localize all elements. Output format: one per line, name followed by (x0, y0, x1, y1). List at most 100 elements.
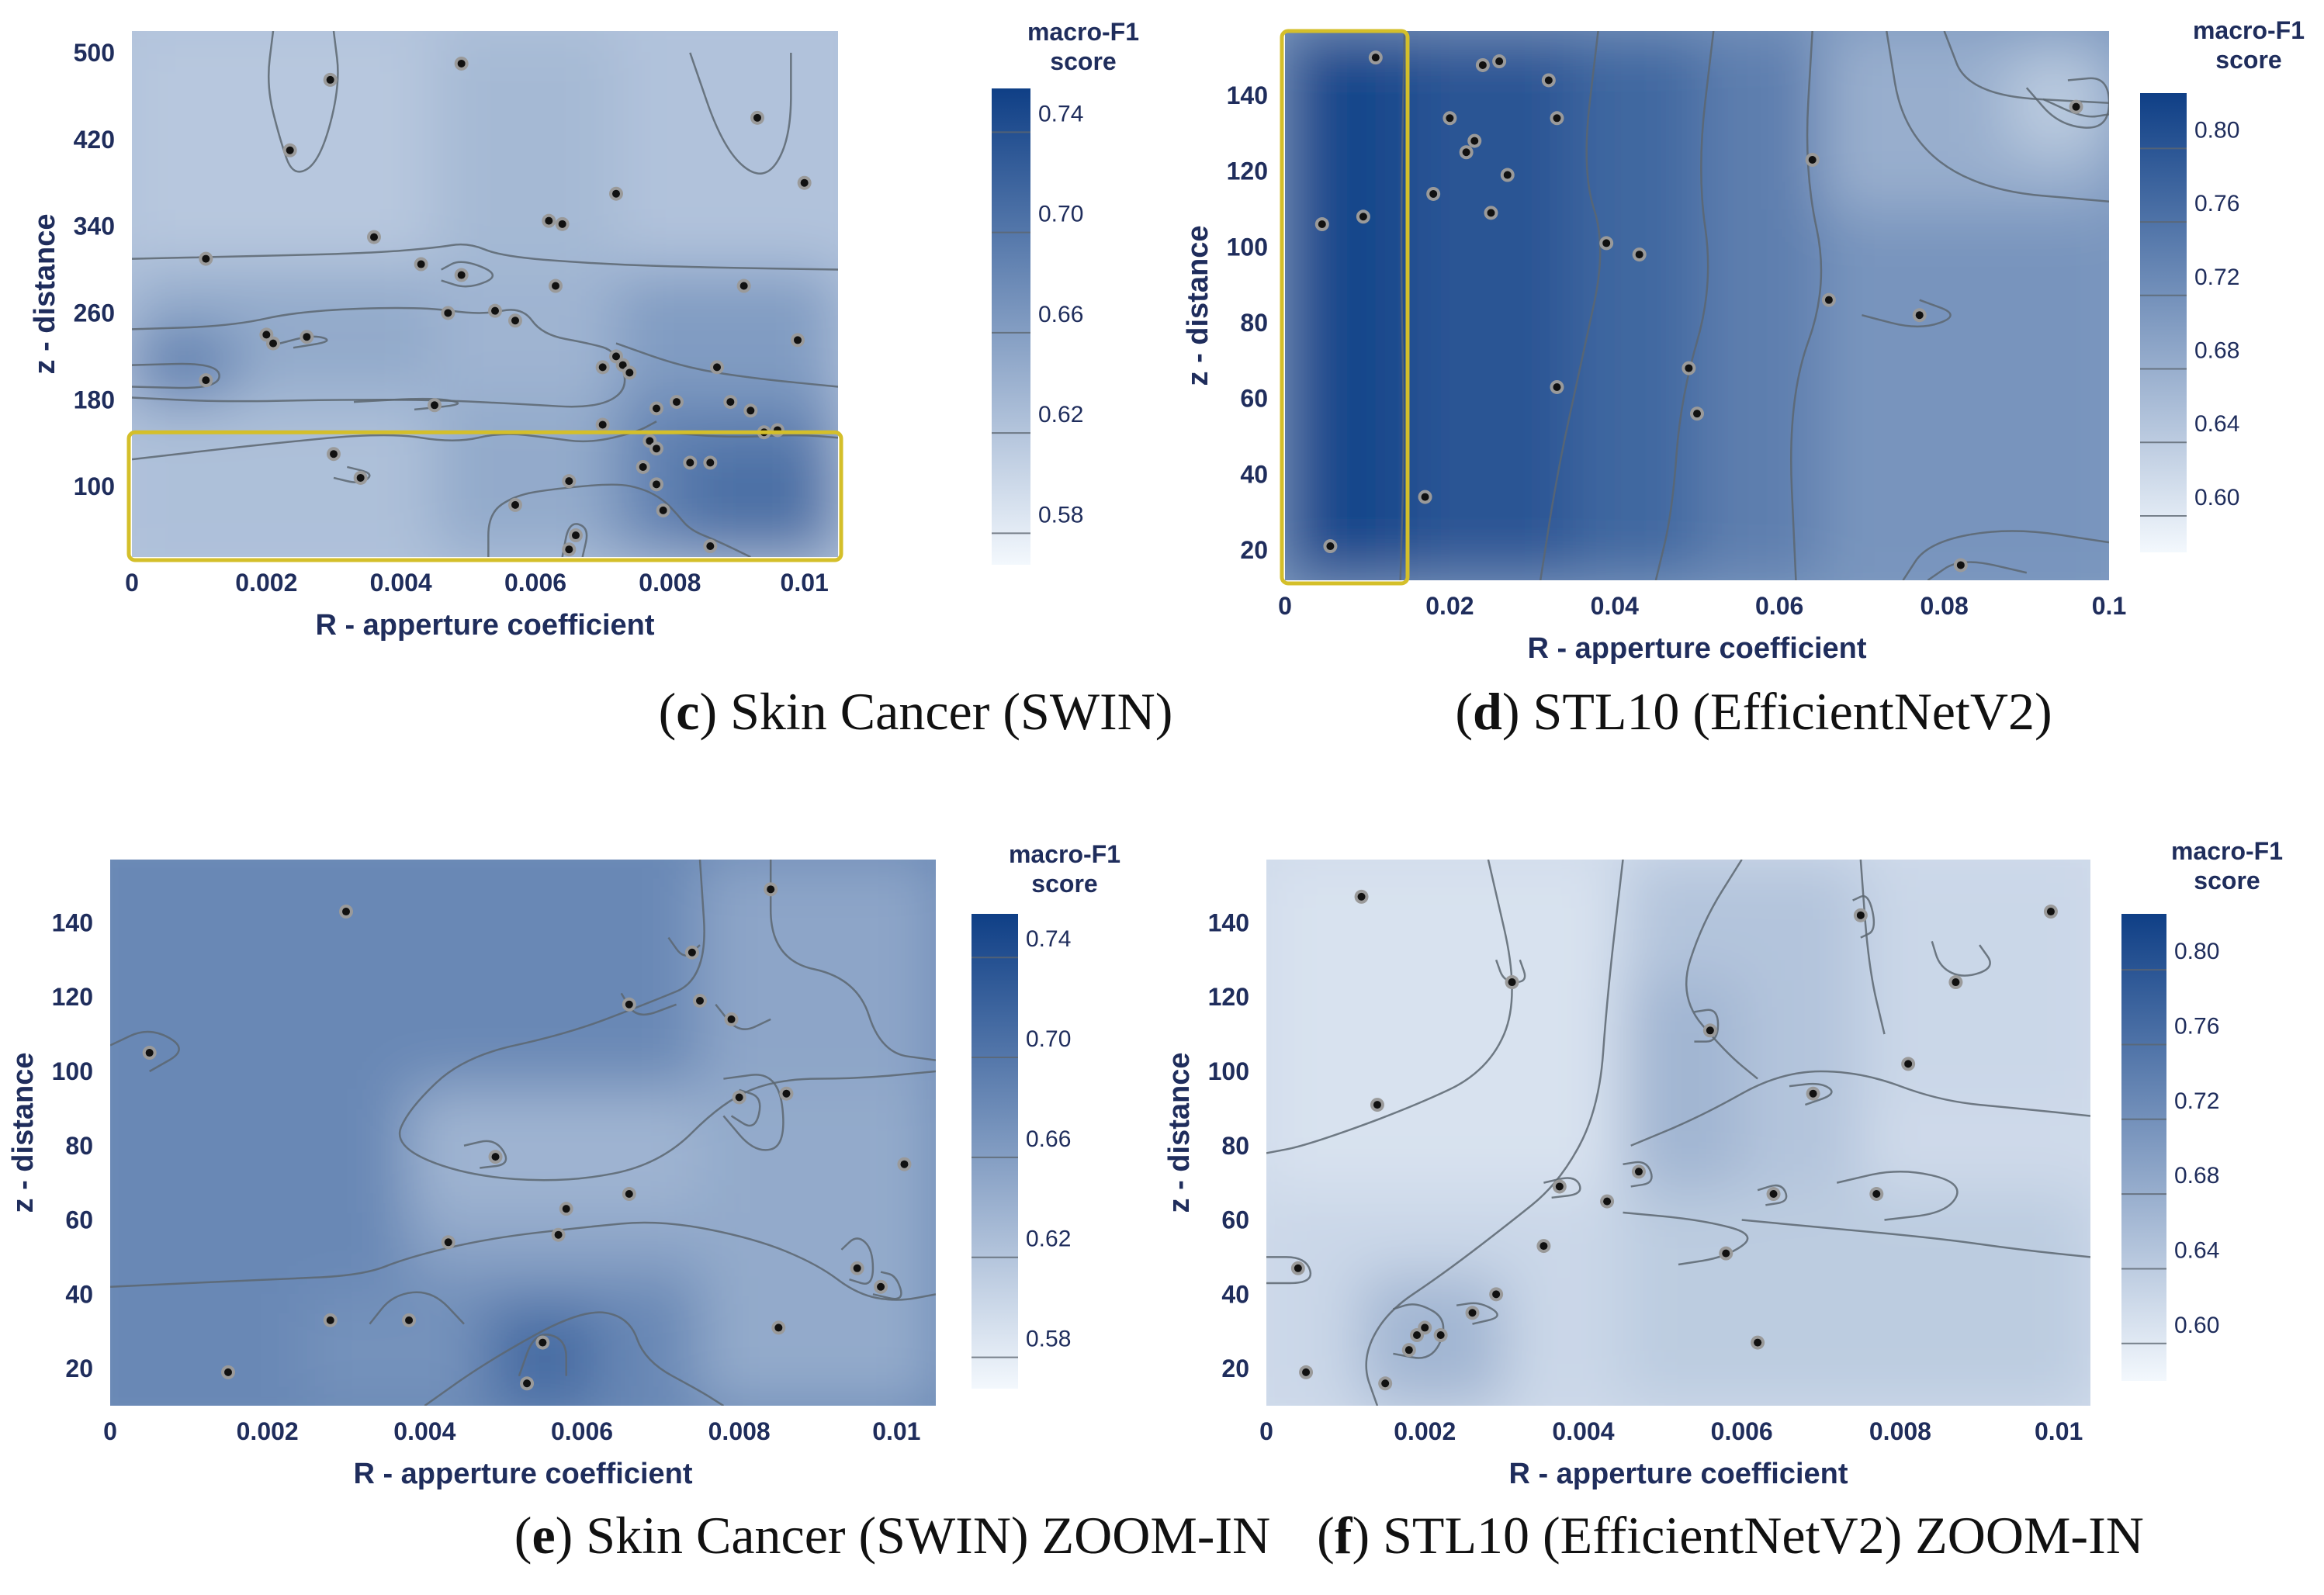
x-axis-label: R - apperture coefficient (315, 609, 654, 642)
contour-line (441, 261, 494, 288)
sample-point (1426, 186, 1441, 201)
sample-point (1853, 908, 1868, 922)
sample-point (649, 441, 663, 456)
sample-point (724, 1012, 739, 1026)
sample-point (282, 143, 297, 157)
contour-line (872, 1271, 902, 1300)
sample-point (1536, 1239, 1551, 1254)
y-tick-label: 140 (52, 908, 93, 936)
sample-point (569, 528, 583, 543)
heat-zone (1285, 31, 1409, 580)
heat-zone (1408, 31, 1574, 580)
sample-point (327, 447, 341, 462)
x-tick-label: 0.01 (2035, 1417, 2083, 1445)
y-tick-label: 60 (65, 1206, 93, 1234)
x-tick-label: 0.01 (781, 569, 829, 597)
contour-line (463, 1140, 507, 1169)
sample-point (1631, 1164, 1646, 1179)
contour-line (1790, 31, 1823, 580)
contour-line (110, 1221, 936, 1301)
x-tick-label: 0.008 (639, 569, 701, 597)
sample-point (636, 459, 650, 474)
x-tick-label: 0 (1259, 1417, 1273, 1445)
sample-point (897, 1157, 912, 1171)
sample-point (323, 1313, 338, 1327)
sample-point (693, 993, 707, 1008)
sample-point (1901, 1057, 1916, 1071)
y-tick-label: 20 (1240, 536, 1268, 564)
y-tick-label: 420 (74, 126, 115, 154)
heat-zone (487, 1313, 598, 1406)
y-tick-label: 20 (65, 1355, 93, 1382)
contour-line (424, 1311, 725, 1406)
y-tick-label: 20 (1221, 1355, 1249, 1382)
sample-point (414, 257, 428, 272)
sample-point (1484, 206, 1498, 220)
contour-line (398, 860, 936, 1182)
sample-point (1314, 217, 1329, 232)
sample-point (1719, 1246, 1733, 1261)
y-tick-label: 120 (1227, 157, 1268, 185)
sample-point (142, 1046, 157, 1060)
colorbar-tick-label: 0.64 (2194, 411, 2239, 437)
y-axis-label: z - distance (1182, 226, 1214, 386)
colorbar-title: score (1050, 47, 1116, 75)
sample-point (1410, 1328, 1425, 1343)
x-tick-label: 0.01 (872, 1417, 920, 1445)
sample-point (1299, 1365, 1314, 1379)
contour-line (1654, 31, 1715, 580)
contours-d (1399, 31, 2109, 580)
colorbar-title: macro-F1 (2171, 837, 2283, 865)
sample-point (1552, 1179, 1567, 1194)
sample-point (367, 230, 381, 244)
sample-point (595, 417, 610, 432)
sample-point (562, 542, 577, 557)
sample-point (1467, 133, 1482, 148)
heat-zone (700, 860, 936, 1090)
sample-point (402, 1313, 417, 1327)
y-tick-label: 100 (1227, 233, 1268, 261)
contour-line (1365, 860, 1624, 1406)
colorbar-title: score (1031, 870, 1097, 898)
sample-point (732, 1090, 746, 1105)
contour-line (487, 483, 751, 557)
sample-point (710, 360, 724, 375)
sample-point (441, 1235, 455, 1250)
sample-point (199, 373, 213, 388)
sample-point (1500, 168, 1515, 182)
contour-line (1456, 1302, 1498, 1325)
colorbar-tick-label: 0.58 (1038, 502, 1083, 528)
contour-line (1927, 561, 2028, 580)
sample-point (683, 455, 698, 470)
sample-point (703, 455, 718, 470)
sample-point (1378, 1376, 1393, 1391)
panel-caption: (e) Skin Cancer (SWIN) ZOOM-IN (514, 1506, 1270, 1565)
colorbar-tick-label: 0.76 (2174, 1013, 2219, 1039)
contour-line (722, 1074, 784, 1151)
x-tick-label: 0.004 (370, 569, 432, 597)
heat-zone (435, 269, 616, 400)
sample-point (791, 333, 805, 348)
sample-point (300, 330, 314, 344)
sample-point (1368, 50, 1383, 65)
heatmap-c (132, 31, 838, 557)
sample-point (488, 1150, 503, 1164)
sample-point (622, 997, 636, 1012)
y-tick-label: 40 (65, 1280, 93, 1308)
sample-point (535, 1335, 550, 1350)
sample-points-c (199, 56, 812, 557)
sample-point (609, 186, 623, 201)
x-tick-label: 0.004 (1552, 1417, 1614, 1445)
colorbar-tick-label: 0.58 (1026, 1327, 1071, 1352)
sample-point (1323, 539, 1338, 554)
heat-zone (2010, 57, 2109, 153)
colorbar-tick-label: 0.62 (1026, 1227, 1071, 1252)
sample-point (353, 470, 368, 485)
colorbar-tick-label: 0.60 (2174, 1313, 2219, 1338)
sample-point (1948, 975, 1963, 990)
heatmap-d (1285, 31, 2109, 580)
heat-zone (616, 269, 838, 400)
sample-point (1433, 1328, 1448, 1343)
